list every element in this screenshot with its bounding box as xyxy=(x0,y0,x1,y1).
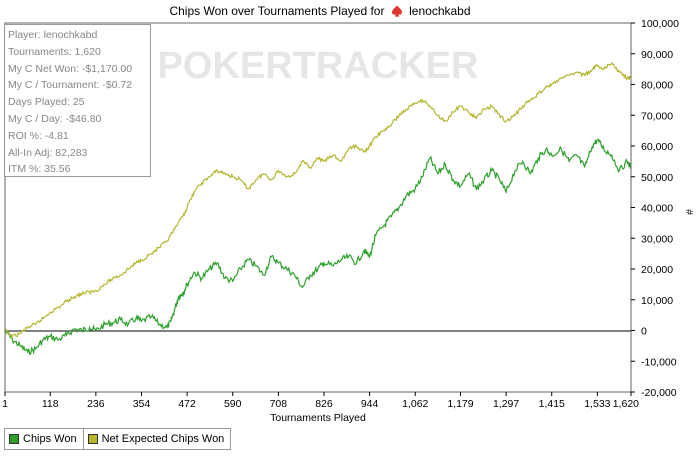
y-axis-label: # xyxy=(683,209,695,215)
x-tick-label: 1,533 xyxy=(584,398,610,410)
stat-days-played: Days Played: 25 xyxy=(8,96,85,109)
legend-swatch-net-expected xyxy=(87,434,98,444)
x-tick-label: 1 xyxy=(2,398,8,410)
legend-swatch-chips-won xyxy=(9,434,19,444)
y-tick-label: -20,000 xyxy=(641,387,677,399)
x-tick-label: 1,620 xyxy=(613,398,639,410)
chart-title-text: Chips Won over Tournaments Played for xyxy=(169,4,385,18)
stat-allin-adj: All-In Adj: 82,283 xyxy=(8,146,88,159)
series-line-net-expected xyxy=(4,61,632,339)
y-tick-label: 0 xyxy=(641,326,647,338)
stat-net-won: My C Net Won: -$1,170.00 xyxy=(8,62,133,75)
x-tick-label: 1,062 xyxy=(402,398,428,410)
player-name: lenochkabd xyxy=(409,4,471,18)
legend: Chips Won Net Expected Chips Won xyxy=(4,428,232,450)
y-tick-label: 30,000 xyxy=(641,233,673,245)
y-tick-label: 90,000 xyxy=(641,49,673,61)
y-axis: -20,000 -10,000 0 10,000 20,000 30,000 40,000 5… xyxy=(631,18,679,399)
x-tick-label: 708 xyxy=(270,398,288,410)
y-tick-label: 100,000 xyxy=(641,18,679,30)
y-tick-label: 40,000 xyxy=(641,203,673,215)
legend-label: Chips Won xyxy=(23,433,77,445)
stat-tournaments: Tournaments: 1,620 xyxy=(8,45,101,58)
watermark-text: POKERTRACKER xyxy=(158,45,479,87)
legend-item-chips-won[interactable]: Chips Won xyxy=(5,429,83,449)
series-layer xyxy=(4,61,632,355)
chart-title: Chips Won over Tournaments Played for le… xyxy=(0,4,640,18)
legend-item-net-expected[interactable]: Net Expected Chips Won xyxy=(82,429,231,449)
legend-label: Net Expected Chips Won xyxy=(101,433,225,445)
stat-roi: ROI %: -4.81 xyxy=(8,129,69,142)
y-tick-label: 80,000 xyxy=(641,80,673,92)
x-tick-label: 236 xyxy=(87,398,105,410)
x-tick-label: 118 xyxy=(42,398,59,410)
x-tick-label: 826 xyxy=(315,398,333,410)
stat-itm: ITM %: 35.56 xyxy=(8,163,71,176)
x-axis-label: Tournaments Played xyxy=(270,412,366,424)
y-tick-label: 70,000 xyxy=(641,110,673,122)
x-tick-label: 1,415 xyxy=(539,398,565,410)
stat-player: Player: lenochkabd xyxy=(8,29,98,41)
x-axis: 1 118 236 354 472 590 708 826 944 1,062 1,179 1,297… xyxy=(2,392,639,410)
stats-box: Player: lenochkabd Tournaments: 1,620 My… xyxy=(4,24,151,177)
y-tick-label: 60,000 xyxy=(641,141,673,153)
x-tick-label: 472 xyxy=(178,398,196,410)
y-tick-label: 10,000 xyxy=(641,295,673,307)
stat-per-tournament: My C / Tournament: -$0.72 xyxy=(8,79,133,92)
stat-per-day: My C / Day: -$46.80 xyxy=(8,112,102,125)
x-tick-label: 354 xyxy=(133,398,151,410)
y-tick-label: 20,000 xyxy=(641,264,673,276)
y-tick-label: 50,000 xyxy=(641,172,673,184)
x-tick-label: 944 xyxy=(361,398,379,410)
x-tick-label: 1,297 xyxy=(493,398,519,410)
y-tick-label: -10,000 xyxy=(641,356,677,368)
x-tick-label: 1,179 xyxy=(447,398,473,410)
x-tick-label: 590 xyxy=(224,398,242,410)
series-line-chips-won xyxy=(4,138,632,355)
pokertracker-logo-icon xyxy=(391,5,402,17)
